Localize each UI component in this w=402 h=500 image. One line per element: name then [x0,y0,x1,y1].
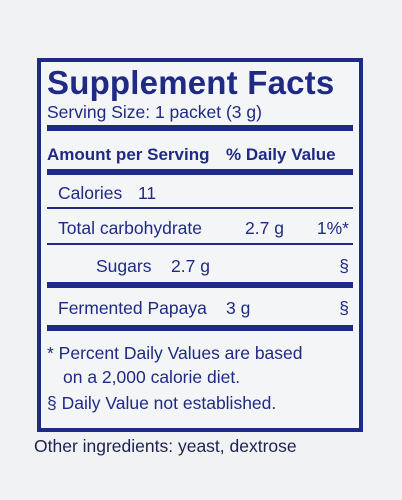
footnote: § Daily Value not established. [47,393,277,413]
header-amount: Amount per Serving [47,145,210,164]
divider [47,325,353,331]
supplement-facts-panel: Supplement Facts Serving Size: 1 packet … [37,58,363,432]
nutrient-name: Total carbohydrate [58,218,202,238]
divider [47,282,353,288]
nutrient-amount: 2.7 g [245,218,284,238]
footnote: on a 2,000 calorie diet. [63,367,241,387]
divider [47,169,353,175]
serving-size: Serving Size: 1 packet (3 g) [47,102,262,122]
nutrient-amount: 2.7 g [171,256,210,276]
nutrient-dv: § [339,298,349,318]
other-ingredients: Other ingredients: yeast, dextrose [34,436,297,456]
panel-title: Supplement Facts [47,64,335,101]
nutrient-amount: 3 g [226,298,251,318]
divider [47,207,353,209]
nutrient-name: Calories [58,183,123,203]
footnote: * Percent Daily Values are based [47,343,303,363]
nutrient-name: Fermented Papaya [58,298,207,318]
header-daily-value: % Daily Value [226,145,336,164]
nutrient-dv: § [339,256,349,276]
divider [47,125,353,131]
divider [47,243,353,245]
nutrient-dv: 1%* [316,218,349,238]
nutrient-amount: 11 [138,183,157,203]
nutrient-name: Sugars [96,256,152,276]
